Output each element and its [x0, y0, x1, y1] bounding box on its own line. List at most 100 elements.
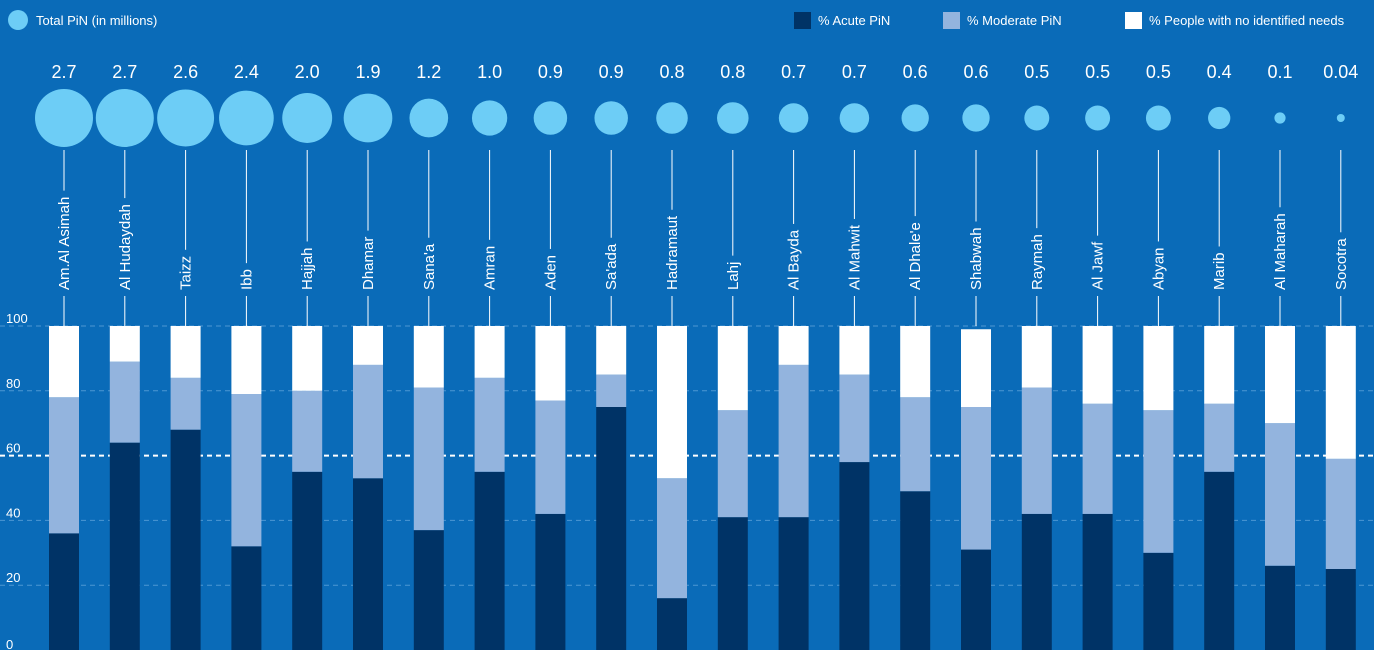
bars	[49, 326, 1356, 650]
bar-segment-none	[170, 326, 201, 378]
category-label: Al Dhale'e	[907, 222, 924, 290]
total-pin-label: 0.4	[1207, 62, 1232, 82]
category-label: Marib	[1211, 252, 1228, 290]
category-label: Ibb	[238, 269, 255, 290]
bar-segment-none	[657, 326, 687, 479]
y-tick-label: 80	[6, 376, 20, 391]
y-tick-label: 20	[6, 570, 20, 585]
bar-segment-none	[413, 326, 444, 388]
bar-segment-acute	[839, 462, 870, 650]
bar-segment-none	[961, 329, 991, 407]
pin-bubble	[594, 101, 628, 135]
bar-segment-moderate	[535, 400, 566, 514]
category-label: Sana'a	[421, 243, 438, 290]
pin-bubble	[471, 100, 508, 136]
bar-segment-acute	[1325, 569, 1356, 650]
pin-bubble	[656, 102, 688, 134]
legend-label-none: % People with no identified needs	[1149, 13, 1345, 28]
category-label: Al Hudaydah	[117, 204, 134, 290]
pin-bubble	[778, 103, 809, 133]
category-label: Hadramaut	[664, 215, 681, 290]
total-pin-label: 0.7	[781, 62, 806, 82]
bar-segment-none	[1143, 326, 1174, 411]
bar-segment-none	[839, 326, 870, 375]
bar-segment-moderate	[1143, 410, 1174, 553]
bar-segment-moderate	[717, 410, 748, 518]
pin-bubble	[533, 101, 568, 135]
category-label: Shabwah	[968, 227, 985, 290]
total-pin-label: 0.9	[538, 62, 563, 82]
total-pin-label: 2.0	[295, 62, 320, 82]
pin-bubble	[35, 89, 93, 147]
y-tick-label: 60	[6, 441, 20, 456]
total-pin-label: 2.6	[173, 62, 198, 82]
pin-bubble	[409, 98, 449, 138]
bar-segment-acute	[474, 471, 505, 650]
total-pin-label: 2.7	[112, 62, 137, 82]
bar-segment-none	[717, 326, 748, 411]
category-label: Amran	[482, 246, 499, 290]
category-label: Sa'ada	[603, 243, 620, 290]
pin-bubble	[1145, 105, 1171, 131]
total-pin-label: 0.04	[1323, 62, 1358, 82]
legend-swatch-acute	[794, 12, 811, 29]
total-pin-label: 0.5	[1085, 62, 1110, 82]
y-axis: 0 20 40 60 80 100	[6, 311, 28, 650]
bar-segment-moderate	[109, 361, 140, 443]
bar-segment-none	[1265, 326, 1295, 424]
bar-segment-moderate	[474, 377, 505, 472]
legend: Total PiN (in millions) % Acute PiN % Mo…	[8, 10, 1345, 30]
legend-bubble-label: Total PiN (in millions)	[36, 13, 157, 28]
total-pin-label: 1.9	[355, 62, 380, 82]
bar-segment-none	[1325, 326, 1356, 459]
bar-segment-acute	[231, 546, 262, 650]
total-pin-label: 0.8	[659, 62, 684, 82]
bar-segment-acute	[657, 598, 687, 650]
category-label: Taizz	[178, 256, 195, 290]
bar-segment-acute	[535, 513, 566, 650]
bar-segment-acute	[413, 530, 444, 650]
category-label: Al Bayda	[786, 229, 803, 290]
bar-segment-acute	[717, 517, 748, 650]
bar-segment-acute	[961, 549, 991, 650]
category-label: Al Maharah	[1272, 213, 1289, 290]
legend-bubble-swatch	[8, 10, 28, 30]
bar-segment-acute	[109, 442, 140, 650]
bar-segment-none	[353, 326, 383, 365]
bar-segment-none	[535, 326, 566, 401]
category-labels: 2.7 Am.Al Asimah 2.7 Al Hudaydah 2.6 Taizz 2.4…	[51, 62, 1358, 326]
total-pin-label: 0.6	[903, 62, 928, 82]
bar-segment-none	[109, 326, 140, 362]
y-tick-label: 0	[6, 637, 13, 650]
legend-label-moderate: % Moderate PiN	[967, 13, 1062, 28]
bar-segment-moderate	[839, 374, 870, 463]
bar-segment-none	[1082, 326, 1113, 404]
total-pin-label: 0.1	[1267, 62, 1292, 82]
bar-segment-none	[49, 326, 79, 398]
total-pin-label: 1.2	[416, 62, 441, 82]
category-label: Abyan	[1150, 247, 1167, 290]
category-label: Raymah	[1029, 234, 1046, 290]
bar-segment-acute	[1143, 552, 1174, 650]
category-label: Al Jawf	[1090, 241, 1107, 290]
legend-label-acute: % Acute PiN	[818, 13, 890, 28]
bar-segment-acute	[170, 429, 201, 650]
category-label: Al Mahwit	[846, 224, 863, 290]
total-pin-label: 2.4	[234, 62, 259, 82]
bar-segment-none	[474, 326, 505, 378]
bar-segment-none	[1204, 326, 1235, 404]
legend-swatch-moderate	[943, 12, 960, 29]
bar-segment-moderate	[1204, 403, 1235, 472]
bubbles	[35, 89, 1345, 147]
bar-segment-moderate	[1082, 403, 1113, 514]
category-label: Dhamar	[360, 237, 377, 290]
pin-bubble	[282, 93, 333, 143]
bar-segment-none	[596, 326, 627, 375]
category-label: Aden	[542, 255, 559, 290]
bar-segment-none	[231, 326, 262, 395]
pin-bubble	[343, 93, 393, 143]
pin-bubble	[717, 102, 749, 134]
bar-segment-acute	[900, 491, 931, 650]
bar-segment-acute	[353, 478, 383, 650]
